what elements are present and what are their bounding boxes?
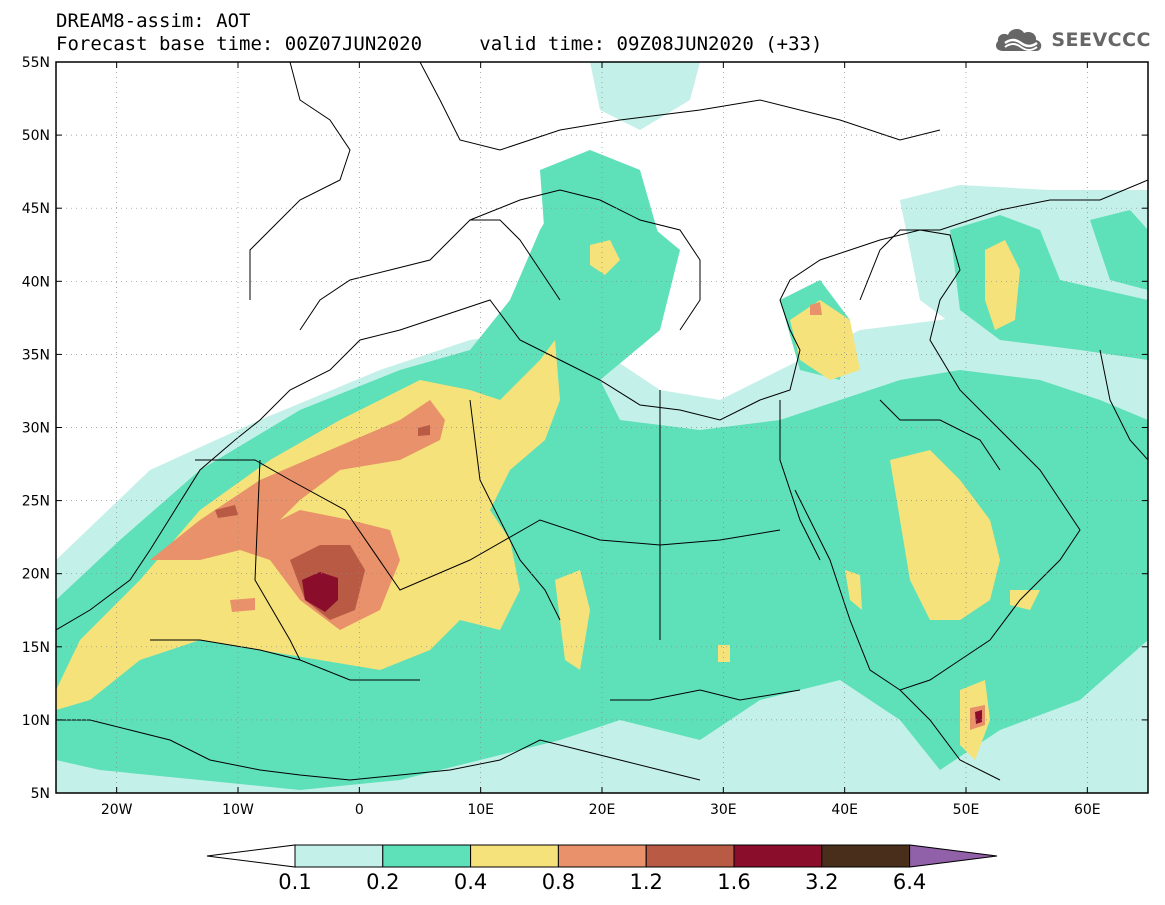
lon-label: 20E xyxy=(589,802,616,818)
colorbar-label: 6.4 xyxy=(893,870,926,894)
colorbar-under-arrow xyxy=(206,844,296,868)
lat-label: 30N xyxy=(22,421,50,437)
lat-label: 25N xyxy=(22,494,50,510)
base-time: Forecast base time: 00Z07JUN2020 xyxy=(56,33,423,55)
lat-label: 15N xyxy=(22,640,50,656)
lon-label: 20W xyxy=(101,802,133,818)
colorbar-swatch xyxy=(557,844,647,868)
lat-label: 40N xyxy=(22,274,50,290)
lat-label: 50N xyxy=(22,128,50,144)
colorbar-swatch xyxy=(733,844,823,868)
logo-text: SEEVCCC xyxy=(1051,29,1151,51)
colorbar-swatch xyxy=(470,844,559,868)
colorbar-swatch xyxy=(645,844,735,868)
coastlines-borders xyxy=(56,62,1148,781)
forecast-times: Forecast base time: 00Z07JUN2020 valid t… xyxy=(56,33,822,55)
colorbar-over-arrow xyxy=(909,844,998,868)
lat-label: 35N xyxy=(22,347,50,363)
lon-label: 10E xyxy=(467,802,494,818)
lat-label: 45N xyxy=(22,201,50,217)
colorbar-swatch xyxy=(821,844,911,868)
lon-label: 10W xyxy=(222,802,254,818)
colorbar-label: 3.2 xyxy=(805,870,838,894)
axis-ticks xyxy=(56,61,1148,794)
colorbar-label: 0.4 xyxy=(454,870,487,894)
latitude-labels: 55N 50N 45N 40N 35N 30N 25N 20N 15N 10N 5N xyxy=(22,55,50,802)
colorbar-label: 1.6 xyxy=(717,870,750,894)
lon-label: 0 xyxy=(355,802,364,818)
colorbar-label: 1.2 xyxy=(629,870,662,894)
colorbar-label: 0.8 xyxy=(542,870,575,894)
lat-label: 55N xyxy=(22,55,50,71)
graticule xyxy=(56,62,1148,793)
lon-label: 50E xyxy=(953,802,980,818)
cloud-logo-icon xyxy=(996,29,1042,51)
aot-contours xyxy=(56,62,1148,793)
lat-label: 20N xyxy=(22,567,50,583)
lon-label: 60E xyxy=(1074,802,1101,818)
lon-label: 30E xyxy=(710,802,737,818)
map-title: DREAM8-assim: AOT xyxy=(56,10,251,32)
colorbar-swatch xyxy=(382,844,472,868)
lon-label: 40E xyxy=(831,802,858,818)
colorbar-label: 0.1 xyxy=(278,870,311,894)
lat-label: 10N xyxy=(22,713,50,729)
lat-label: 5N xyxy=(31,786,50,802)
colorbar-swatch xyxy=(294,844,384,868)
seevccc-logo: SEEVCCC xyxy=(993,22,1151,58)
valid-time: valid time: 09Z08JUN2020 (+33) xyxy=(479,33,823,55)
colorbar-label: 0.2 xyxy=(366,870,399,894)
longitude-labels: 20W 10W 0 10E 20E 30E 40E 50E 60E xyxy=(101,802,1101,818)
aot-level-1-6 xyxy=(302,572,982,724)
